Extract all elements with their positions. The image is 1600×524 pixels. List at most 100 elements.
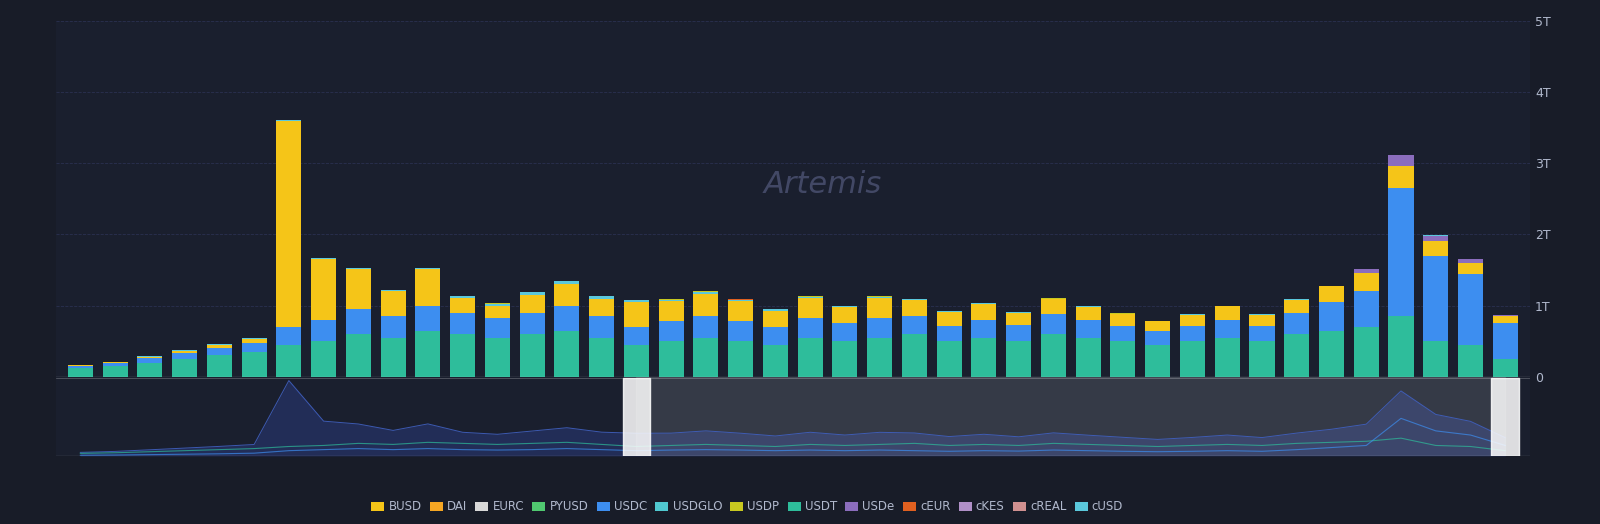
Bar [1006, 341, 1032, 377]
Bar [1389, 166, 1413, 167]
Bar [798, 298, 822, 305]
Bar [1006, 325, 1032, 341]
Bar [1389, 188, 1413, 316]
Bar [1146, 321, 1170, 323]
Bar [798, 337, 822, 377]
Bar [936, 316, 962, 325]
Bar [1424, 256, 1448, 341]
Bar [867, 337, 893, 377]
Bar [450, 309, 475, 313]
Bar [1179, 317, 1205, 325]
Bar [206, 345, 232, 346]
Bar [242, 352, 267, 377]
Bar [173, 350, 197, 351]
Bar [936, 325, 962, 341]
Bar [1006, 312, 1032, 313]
Bar [1458, 259, 1483, 263]
Bar [971, 309, 997, 320]
Bar [1389, 316, 1413, 377]
Bar [832, 306, 858, 307]
Bar [1110, 317, 1136, 325]
Bar [1285, 300, 1309, 302]
Bar [1389, 167, 1413, 188]
Bar [728, 301, 754, 309]
Bar [589, 297, 614, 299]
Bar [485, 305, 510, 314]
Bar [1354, 291, 1379, 327]
Bar [346, 268, 371, 269]
Bar [1110, 313, 1136, 314]
Bar [659, 341, 683, 377]
Bar [277, 120, 301, 121]
Bar [173, 353, 197, 359]
Bar [693, 292, 718, 293]
Bar [381, 337, 406, 377]
Bar [1110, 341, 1136, 377]
Bar [1424, 341, 1448, 377]
Bar [173, 352, 197, 353]
Bar [381, 316, 406, 337]
Bar [1146, 323, 1170, 331]
Bar [798, 305, 822, 318]
Bar [485, 303, 510, 305]
Bar [589, 337, 614, 377]
Bar [1214, 320, 1240, 337]
Bar [381, 290, 406, 291]
Bar [1318, 287, 1344, 288]
Bar [416, 301, 440, 305]
Bar [693, 293, 718, 302]
Bar [971, 304, 997, 309]
Bar [381, 291, 406, 313]
Bar [416, 305, 440, 331]
Bar [902, 305, 926, 316]
Bar [589, 299, 614, 313]
Bar [346, 305, 371, 309]
Bar [173, 351, 197, 352]
Bar [1075, 320, 1101, 337]
Bar [1075, 307, 1101, 311]
Text: Artemis: Artemis [763, 170, 882, 199]
Bar [1458, 263, 1483, 274]
Bar [242, 341, 267, 343]
Bar [1491, 378, 1518, 456]
Bar [310, 341, 336, 377]
Bar [659, 321, 683, 341]
Bar [971, 320, 997, 337]
Bar [1250, 325, 1275, 341]
Bar [346, 269, 371, 305]
Bar [1179, 314, 1205, 317]
Bar [554, 305, 579, 331]
Bar [624, 302, 650, 313]
Bar [693, 316, 718, 337]
Bar [1354, 274, 1379, 291]
Bar [659, 301, 683, 309]
Bar [1146, 331, 1170, 345]
Bar [728, 341, 754, 377]
Bar [936, 311, 962, 312]
Bar [242, 339, 267, 341]
Bar [310, 320, 336, 341]
Legend: BUSD, DAI, EURC, PYUSD, USDC, USDGLO, USDP, USDT, USDe, cEUR, cKES, cREAL, cUSD: BUSD, DAI, EURC, PYUSD, USDC, USDGLO, US… [366, 496, 1128, 518]
Bar [206, 348, 232, 355]
Bar [867, 305, 893, 318]
Bar [659, 300, 683, 301]
Bar [277, 327, 301, 345]
Bar [1214, 337, 1240, 377]
Bar [310, 259, 336, 316]
Bar [242, 343, 267, 352]
Bar [902, 334, 926, 377]
Bar [1458, 274, 1483, 345]
Bar [520, 309, 544, 313]
Bar [1214, 309, 1240, 320]
Bar [485, 318, 510, 337]
Bar [416, 268, 440, 269]
Bar [902, 316, 926, 334]
Bar [1110, 314, 1136, 317]
Bar [1318, 288, 1344, 302]
Bar [1493, 315, 1518, 316]
Bar [1250, 317, 1275, 325]
Bar [554, 281, 579, 283]
Bar [206, 355, 232, 377]
Bar [936, 312, 962, 316]
Bar [589, 316, 614, 337]
